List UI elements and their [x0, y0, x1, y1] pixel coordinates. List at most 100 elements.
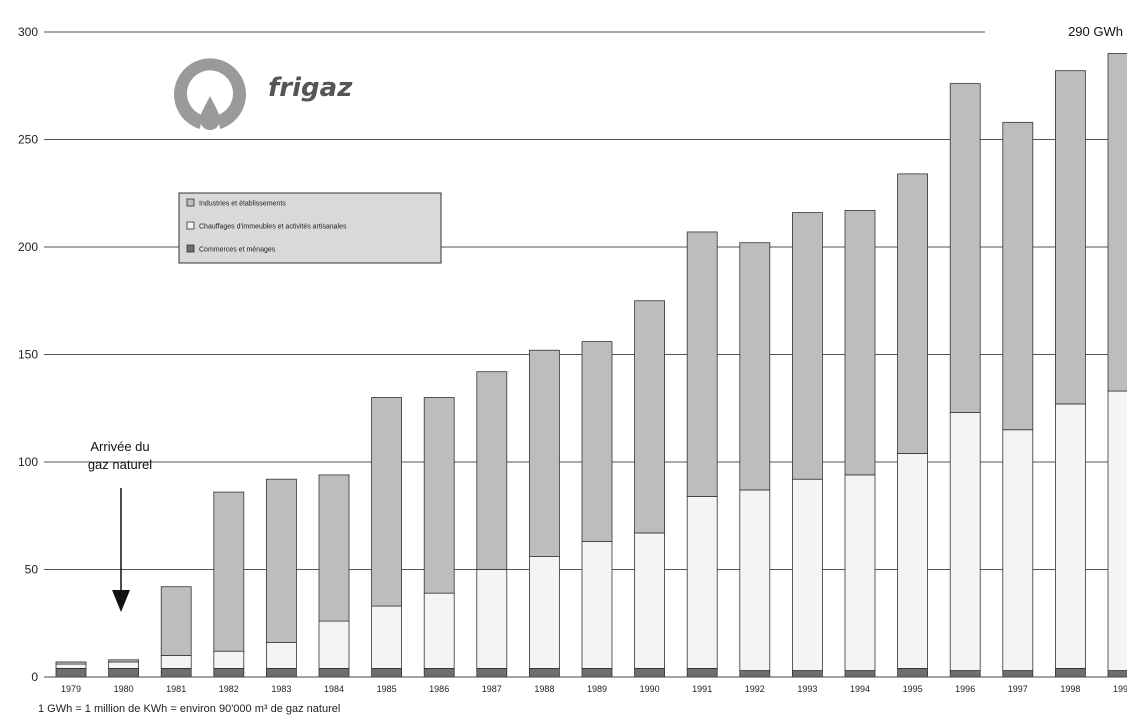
bar-1990-series-0 [634, 668, 665, 678]
bar-1999-series-1 [1107, 390, 1127, 671]
bar-1983-series-1 [265, 642, 297, 669]
bar-1987-series-1 [476, 569, 508, 669]
x-tick-label-1988: 1988 [534, 684, 554, 694]
bar-1998-series-1 [1055, 403, 1086, 669]
bar-1999-series-2 [1107, 53, 1127, 392]
x-axis-ticks: 1979 1980 1981 1982 1983 1984 1985 1986 1987 1988… [61, 684, 1127, 694]
bar-1995-series-0 [897, 668, 928, 678]
bar-1984-series-2 [318, 474, 350, 622]
frigaz-logo: frigaz [174, 58, 353, 130]
bar-1991-series-1 [686, 495, 718, 669]
bar-1982-series-1 [213, 650, 245, 669]
bar-1983-series-0 [265, 668, 297, 678]
bar-1986-series-0 [423, 668, 455, 678]
bar-1994-series-1 [844, 474, 876, 671]
bars [55, 53, 1127, 678]
bar-1996-series-1 [949, 412, 981, 671]
bar-1989-series-0 [581, 668, 613, 678]
legend-label: Industries et établissements [199, 201, 286, 208]
bar-1997-series-1 [1002, 429, 1034, 671]
x-tick-label-1982: 1982 [219, 684, 239, 694]
bar-1981-series-1 [160, 655, 192, 669]
x-tick-label-1994: 1994 [850, 684, 870, 694]
bar-1988-series-2 [529, 349, 560, 558]
x-tick-label-1984: 1984 [324, 684, 344, 694]
annotation-line-1: Arrivée du [90, 439, 149, 454]
x-tick-label-1985: 1985 [377, 684, 397, 694]
x-tick-label-1983: 1983 [271, 684, 291, 694]
bar-1986-series-1 [423, 592, 455, 669]
bar-1982-series-0 [213, 668, 245, 678]
bar-1992-series-1 [739, 489, 771, 671]
x-tick-label-1986: 1986 [429, 684, 449, 694]
bar-1993-series-0 [792, 670, 823, 678]
y-tick-label: 50 [25, 563, 39, 577]
logo-text: frigaz [268, 73, 353, 103]
bar-1994-series-2 [844, 210, 876, 476]
y-tick-label: 200 [18, 240, 38, 254]
y-tick-label: 150 [18, 348, 38, 362]
x-tick-label-1997: 1997 [1008, 684, 1028, 694]
bar-1984-series-0 [318, 668, 350, 678]
bar-1985-series-2 [371, 397, 403, 607]
bar-1981-series-2 [160, 586, 192, 656]
y-tick-label: 0 [31, 670, 38, 684]
bar-1988-series-0 [529, 668, 560, 678]
bar-1984-series-1 [318, 620, 350, 669]
bar-1993-series-2 [792, 212, 823, 480]
legend-swatch [186, 244, 195, 253]
bar-1989-series-2 [581, 341, 613, 542]
logo-drop-icon [200, 96, 220, 130]
legend-label: Chauffages d'immeubles et activités arti… [199, 224, 347, 231]
legend-box [178, 192, 442, 264]
bar-1992-series-0 [739, 670, 771, 678]
bar-1992-series-2 [739, 242, 771, 491]
x-tick-label-1999: 1999 [1113, 684, 1127, 694]
bar-1982-series-2 [213, 491, 245, 652]
x-tick-label-1991: 1991 [692, 684, 712, 694]
bar-1979-series-2 [55, 661, 87, 665]
arrival-annotation: Arrivée du gaz naturel [88, 439, 152, 612]
bar-1980-series-0 [108, 668, 139, 678]
bar-1979-series-1 [55, 663, 87, 669]
bar-1980-series-1 [108, 661, 139, 669]
total-annotation: 290 GWh [1068, 24, 1123, 39]
bar-1998-series-2 [1055, 70, 1086, 405]
x-tick-label-1989: 1989 [587, 684, 607, 694]
bar-1989-series-1 [581, 541, 613, 669]
annotation-line-2: gaz naturel [88, 457, 152, 472]
bar-1995-series-1 [897, 452, 928, 669]
x-tick-label-1981: 1981 [166, 684, 186, 694]
legend-swatch [186, 198, 195, 207]
x-tick-label-1996: 1996 [955, 684, 975, 694]
bar-1986-series-2 [423, 397, 455, 594]
legend-swatch [186, 221, 195, 230]
bar-1983-series-2 [265, 478, 297, 644]
x-tick-label-1995: 1995 [903, 684, 923, 694]
bar-1994-series-0 [844, 670, 876, 678]
footnote: 1 GWh = 1 million de KWh = environ 90'00… [38, 703, 341, 715]
bar-1979-series-0 [55, 668, 87, 678]
bar-1995-series-2 [897, 173, 928, 454]
x-tick-label-1990: 1990 [640, 684, 660, 694]
bar-1991-series-0 [686, 668, 718, 678]
bar-1996-series-0 [949, 670, 981, 678]
y-axis-ticks: 0 50 100 150 200 250 300 [18, 25, 38, 684]
bar-1997-series-2 [1002, 121, 1034, 431]
bar-1990-series-1 [634, 532, 665, 669]
bar-1997-series-0 [1002, 670, 1034, 678]
bar-1985-series-0 [371, 668, 403, 678]
x-tick-label-1987: 1987 [482, 684, 502, 694]
x-tick-label-1993: 1993 [797, 684, 817, 694]
bar-1991-series-2 [686, 231, 718, 497]
down-arrow-icon [112, 590, 130, 612]
x-tick-label-1992: 1992 [745, 684, 765, 694]
x-tick-label-1979: 1979 [61, 684, 81, 694]
bar-1987-series-0 [476, 668, 508, 678]
bar-1996-series-2 [949, 83, 981, 413]
bar-1999-series-0 [1107, 670, 1127, 678]
bar-1990-series-2 [634, 300, 665, 534]
bar-1985-series-1 [371, 605, 403, 669]
bar-1981-series-0 [160, 668, 192, 678]
